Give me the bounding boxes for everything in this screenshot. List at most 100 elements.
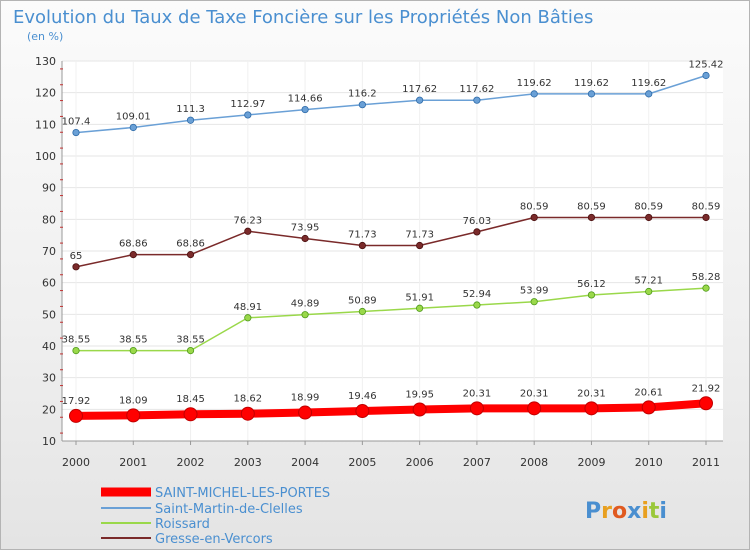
data-point [699,396,713,411]
data-point [69,408,83,423]
data-label: 38.55 [119,335,148,346]
x-tick-label: 2011 [692,456,720,469]
data-label: 112.97 [230,99,265,110]
data-label: 38.55 [62,335,91,346]
data-point [358,307,366,316]
data-point [301,311,309,319]
data-label: 65 [70,251,83,262]
y-tick-label: 70 [42,245,56,258]
legend-entry: SAINT-MICHEL-LES-PORTES [101,486,330,501]
legend-entry: Saint-Martin-de-Clelles [101,502,303,517]
data-label: 21.92 [692,383,721,394]
data-label: 119.62 [631,78,666,89]
data-point [645,287,653,296]
data-point [702,284,710,292]
y-tick-label: 100 [35,150,56,163]
data-point [186,346,195,355]
chart-title: Evolution du Taux de Taxe Foncière sur l… [13,7,593,28]
x-tick-label: 2005 [348,456,376,469]
data-label: 73.95 [291,222,320,233]
y-tick-label: 40 [42,340,56,353]
data-label: 111.3 [176,104,205,115]
data-point [416,241,424,250]
data-label: 56.12 [577,279,606,290]
data-label: 57.21 [634,276,663,287]
data-label: 76.03 [463,216,492,227]
legend-label: Saint-Martin-de-Clelles [155,502,303,517]
data-label: 107.4 [62,117,91,128]
data-label: 80.59 [577,201,606,212]
x-tick-label: 2010 [635,456,663,469]
series-3: 65 68.86 68.86 76.23 73.95 71.73 71.73 76.03 80.… [70,201,721,271]
data-label: 17.92 [62,396,91,407]
data-label: 20.31 [520,388,549,399]
data-label: 114.66 [288,94,323,105]
x-tick-label: 2006 [406,456,434,469]
data-point [186,251,195,259]
data-label: 117.62 [402,84,437,95]
data-point [587,90,596,98]
data-point [129,123,137,132]
x-tick-label: 2002 [177,456,205,469]
data-label: 52.94 [463,289,492,300]
data-label: 18.09 [119,395,148,406]
data-label: 18.99 [291,393,320,404]
series-1: 107.4 109.01 111.3 112.97 114.66 116.2 117.62 1… [62,60,724,137]
data-label: 51.91 [405,292,434,303]
y-tick-label: 10 [42,435,56,448]
x-tick-label: 2004 [291,456,319,469]
data-point [587,213,596,222]
data-point [645,213,653,222]
data-label: 38.55 [176,335,205,346]
data-point [355,404,370,419]
data-point [129,346,137,355]
data-label: 19.46 [348,391,377,402]
data-point [183,407,198,422]
data-point [244,111,252,119]
data-label: 76.23 [233,215,262,226]
data-label: 53.99 [520,286,549,297]
legend-label: SAINT-MICHEL-LES-PORTES [155,486,330,501]
data-label: 80.59 [520,201,549,212]
y-tick-label: 80 [42,213,56,226]
data-label: 18.45 [176,394,205,405]
data-point [469,401,484,416]
chart-unit: (en %) [27,30,63,43]
y-tick-label: 50 [42,308,56,321]
data-point [645,90,653,98]
data-label: 71.73 [348,230,377,241]
data-point [244,314,252,322]
legend-entry: Roissard [101,517,210,532]
y-tick-label: 130 [35,55,56,68]
data-point [702,71,710,80]
y-tick-label: 30 [42,372,56,385]
data-label: 71.73 [405,230,434,241]
data-point [416,304,424,312]
y-tick-label: 90 [42,182,56,195]
data-label: 80.59 [634,201,663,212]
legend-entry: Gresse-en-Vercors [101,532,273,547]
plot-area: 10 20 30 40 50 60 70 80 90 100 110 120 130 2000 2001 20… [35,55,724,547]
data-point [473,96,481,104]
data-point [244,227,252,235]
data-point [240,406,255,421]
data-point [530,90,538,98]
data-label: 68.86 [176,239,205,250]
data-point [298,405,313,420]
proxiti-logo: Proxiti [585,499,667,524]
data-label: 58.28 [692,272,721,283]
x-tick-label: 2000 [62,456,90,469]
data-point [72,128,80,137]
data-label: 80.59 [692,201,721,212]
data-point [412,402,427,417]
x-tick-label: 2007 [463,456,491,469]
x-tick-label: 2008 [520,456,548,469]
data-label: 49.89 [291,299,320,310]
legend-label: Gresse-en-Vercors [155,532,273,547]
data-label: 20.31 [463,388,492,399]
data-point [527,401,542,416]
data-point [186,116,195,124]
data-point [72,346,80,355]
data-point [530,213,538,222]
